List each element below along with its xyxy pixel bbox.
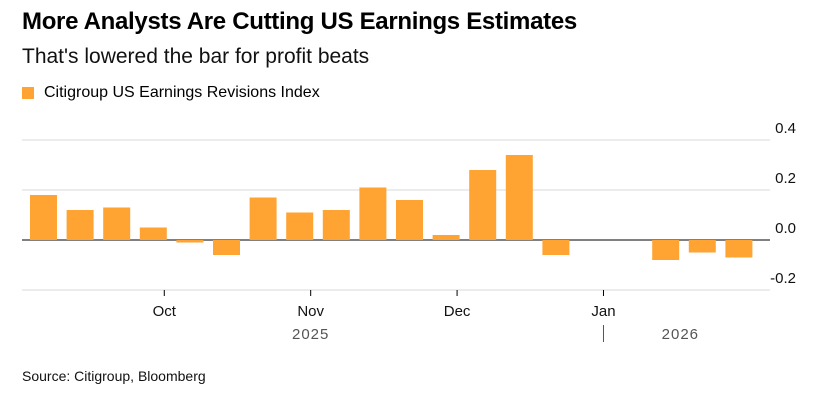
bar (652, 240, 680, 260)
bar (396, 200, 423, 240)
bar (542, 240, 570, 255)
y-tick-label: 0.2 (775, 170, 796, 187)
legend-swatch (22, 87, 34, 99)
bar (359, 187, 387, 240)
year-label: 2026 (662, 326, 699, 343)
bar (66, 210, 94, 240)
y-tick-label: 0.0 (775, 220, 796, 237)
bar (505, 155, 533, 240)
bar (176, 240, 204, 243)
source-note: Source: Citigroup, Bloomberg (22, 368, 206, 384)
bar (249, 197, 277, 240)
bar (213, 240, 240, 255)
x-tick-label: Oct (153, 303, 177, 320)
x-tick-label: Nov (297, 303, 324, 320)
legend-label: Citigroup US Earnings Revisions Index (44, 84, 320, 101)
y-tick-label: 0.4 (775, 120, 796, 137)
legend: Citigroup US Earnings Revisions Index (22, 84, 320, 102)
x-tick-label: Jan (591, 303, 615, 320)
bar (688, 240, 716, 253)
bar (103, 207, 131, 240)
bar (725, 240, 753, 258)
y-tick-label: -0.2 (770, 270, 796, 287)
chart-subtitle: That's lowered the bar for profit beats (22, 45, 370, 68)
x-tick-label: Dec (444, 303, 471, 320)
bar (139, 227, 167, 240)
bar (322, 210, 350, 240)
year-label: 2025 (292, 326, 329, 343)
bar-chart: 0.4 0.2 0.0 -0.2 Oct Nov Dec Jan 2025 2026 (22, 120, 796, 343)
bar (30, 195, 57, 240)
bar (286, 212, 314, 240)
bar (469, 170, 497, 240)
bar (432, 235, 460, 240)
chart-title: More Analysts Are Cutting US Earnings Es… (22, 8, 577, 35)
